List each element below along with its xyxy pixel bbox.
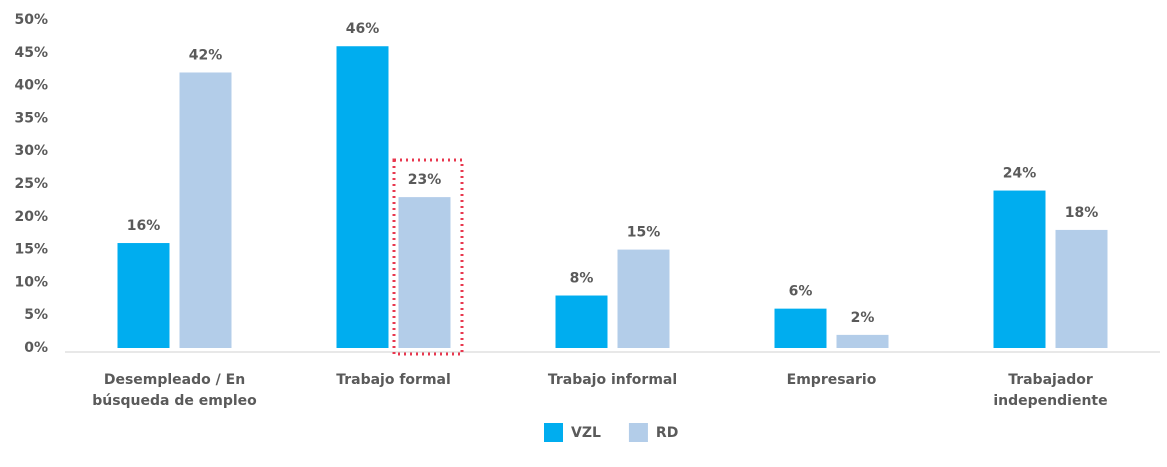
bar xyxy=(1055,229,1108,348)
y-tick-label: 10% xyxy=(14,274,48,290)
bar xyxy=(555,295,608,348)
highlight-box xyxy=(392,158,464,356)
bar xyxy=(774,308,827,348)
x-tick-label: Trabajo formal xyxy=(336,372,451,388)
x-tick-label: Empresario xyxy=(787,372,877,388)
value-label: 6% xyxy=(789,284,813,300)
y-tick-label: 15% xyxy=(14,242,48,258)
value-label: 2% xyxy=(851,310,875,326)
value-label: 15% xyxy=(627,225,661,241)
x-tick-label: Trabajador independiente xyxy=(993,372,1107,409)
value-label: 18% xyxy=(1065,205,1099,221)
y-tick-label: 25% xyxy=(14,176,48,192)
bar xyxy=(117,243,170,348)
y-tick-label: 45% xyxy=(14,45,48,61)
x-tick-label: Desempleado / En búsqueda de empleo xyxy=(92,372,257,409)
y-tick-label: 0% xyxy=(24,340,48,356)
value-label: 23% xyxy=(408,172,442,188)
value-label: 46% xyxy=(346,21,380,37)
y-tick-label: 35% xyxy=(14,110,48,126)
legend-swatch xyxy=(628,423,648,442)
bar xyxy=(836,334,889,348)
legend-swatch xyxy=(544,423,563,442)
y-tick-label: 50% xyxy=(14,12,48,28)
value-label: 16% xyxy=(127,218,161,234)
y-tick-label: 20% xyxy=(14,209,48,225)
bar xyxy=(398,197,451,348)
value-label: 24% xyxy=(1003,166,1037,182)
value-label: 8% xyxy=(570,271,594,287)
bar xyxy=(617,249,670,348)
value-label: 42% xyxy=(189,47,223,63)
y-tick-label: 30% xyxy=(14,143,48,159)
bar xyxy=(336,46,389,349)
legend-label: VZL xyxy=(571,425,601,441)
x-tick-label: Trabajo informal xyxy=(548,372,677,388)
y-tick-label: 5% xyxy=(24,307,48,323)
bar xyxy=(993,190,1046,348)
y-tick-label: 40% xyxy=(14,78,48,94)
bar xyxy=(179,72,232,348)
legend-label: RD xyxy=(656,425,678,441)
